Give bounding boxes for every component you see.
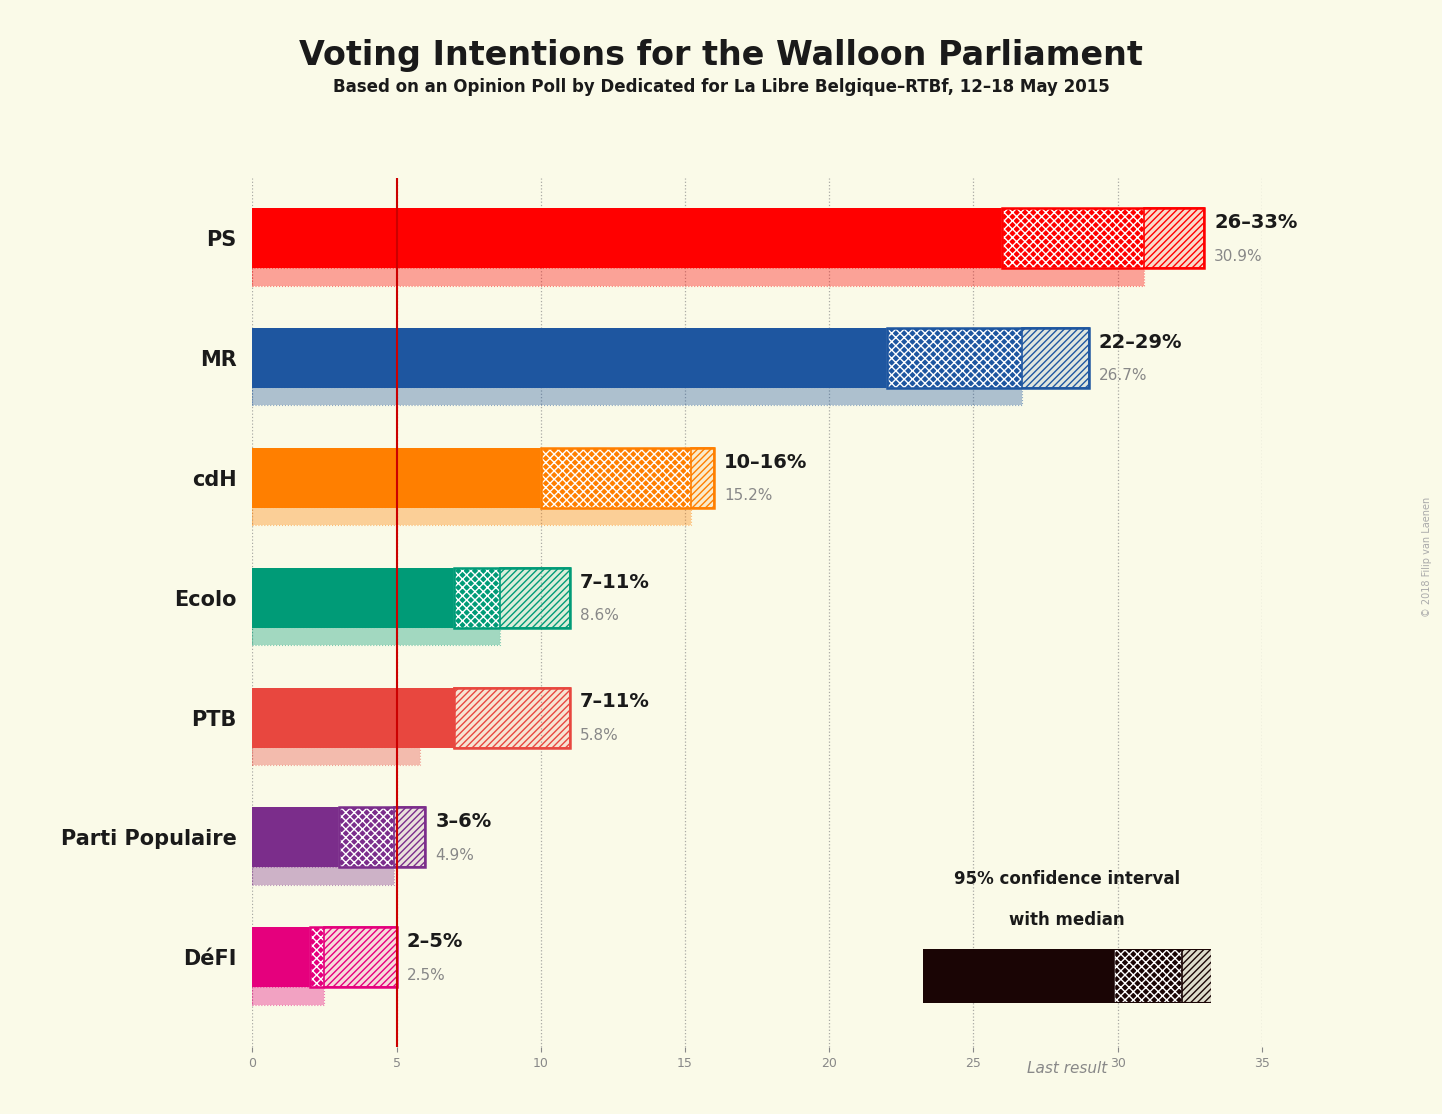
Bar bbox=[691, 448, 714, 508]
Text: 4.9%: 4.9% bbox=[435, 848, 474, 863]
Bar bbox=[324, 927, 397, 987]
Text: 8.6%: 8.6% bbox=[580, 608, 619, 623]
Bar bbox=[252, 987, 324, 1005]
Bar bbox=[252, 507, 691, 525]
Bar bbox=[394, 808, 425, 868]
Bar bbox=[500, 568, 570, 627]
Bar bbox=[252, 927, 310, 987]
Bar bbox=[252, 746, 420, 765]
Bar bbox=[252, 267, 1144, 285]
Text: 2–5%: 2–5% bbox=[407, 932, 463, 951]
Bar bbox=[394, 808, 425, 868]
Text: © 2018 Filip van Laenen: © 2018 Filip van Laenen bbox=[1422, 497, 1432, 617]
Bar bbox=[1182, 949, 1250, 1003]
Text: 22–29%: 22–29% bbox=[1099, 333, 1182, 352]
Text: 95% confidence interval: 95% confidence interval bbox=[955, 870, 1180, 888]
Bar bbox=[1182, 949, 1250, 1003]
Bar bbox=[923, 949, 1115, 1003]
Bar bbox=[691, 448, 714, 508]
Text: Based on an Opinion Poll by Dedicated for La Libre Belgique–RTBf, 12–18 May 2015: Based on an Opinion Poll by Dedicated fo… bbox=[333, 78, 1109, 96]
Text: with median: with median bbox=[1009, 911, 1125, 929]
Bar bbox=[541, 448, 691, 508]
Bar bbox=[252, 987, 324, 1005]
Bar bbox=[252, 507, 691, 525]
Bar bbox=[500, 568, 570, 627]
Text: 7–11%: 7–11% bbox=[580, 573, 649, 592]
Bar bbox=[252, 448, 541, 508]
Bar bbox=[252, 746, 420, 765]
Text: 26–33%: 26–33% bbox=[1214, 213, 1298, 232]
Bar bbox=[252, 388, 1022, 405]
Bar bbox=[252, 208, 1002, 268]
Bar bbox=[252, 267, 1144, 285]
Text: 26.7%: 26.7% bbox=[1099, 369, 1148, 383]
Text: 15.2%: 15.2% bbox=[724, 488, 773, 504]
Text: Last result: Last result bbox=[1027, 1061, 1107, 1075]
Bar bbox=[252, 687, 454, 747]
Text: Voting Intentions for the Walloon Parliament: Voting Intentions for the Walloon Parlia… bbox=[298, 39, 1144, 72]
Bar bbox=[1022, 328, 1089, 388]
Bar bbox=[1022, 328, 1089, 388]
Bar bbox=[252, 627, 500, 645]
Bar bbox=[310, 927, 324, 987]
Text: 3–6%: 3–6% bbox=[435, 812, 492, 831]
Bar bbox=[252, 808, 339, 868]
Text: 30.9%: 30.9% bbox=[1214, 248, 1263, 264]
Bar bbox=[1115, 949, 1182, 1003]
Bar bbox=[324, 927, 397, 987]
Bar bbox=[252, 627, 500, 645]
Bar bbox=[1002, 208, 1144, 268]
Bar bbox=[1144, 208, 1204, 268]
Bar bbox=[339, 808, 394, 868]
Bar bbox=[252, 568, 454, 627]
Bar bbox=[1144, 208, 1204, 268]
Bar bbox=[252, 867, 394, 885]
Bar bbox=[252, 328, 887, 388]
Text: 2.5%: 2.5% bbox=[407, 968, 446, 983]
Bar bbox=[454, 687, 570, 747]
Text: 7–11%: 7–11% bbox=[580, 693, 649, 712]
Bar bbox=[454, 687, 570, 747]
Text: 10–16%: 10–16% bbox=[724, 452, 808, 472]
Bar bbox=[252, 388, 1022, 405]
Bar bbox=[252, 867, 394, 885]
Bar bbox=[887, 328, 1022, 388]
Bar bbox=[454, 568, 500, 627]
Text: 5.8%: 5.8% bbox=[580, 729, 619, 743]
